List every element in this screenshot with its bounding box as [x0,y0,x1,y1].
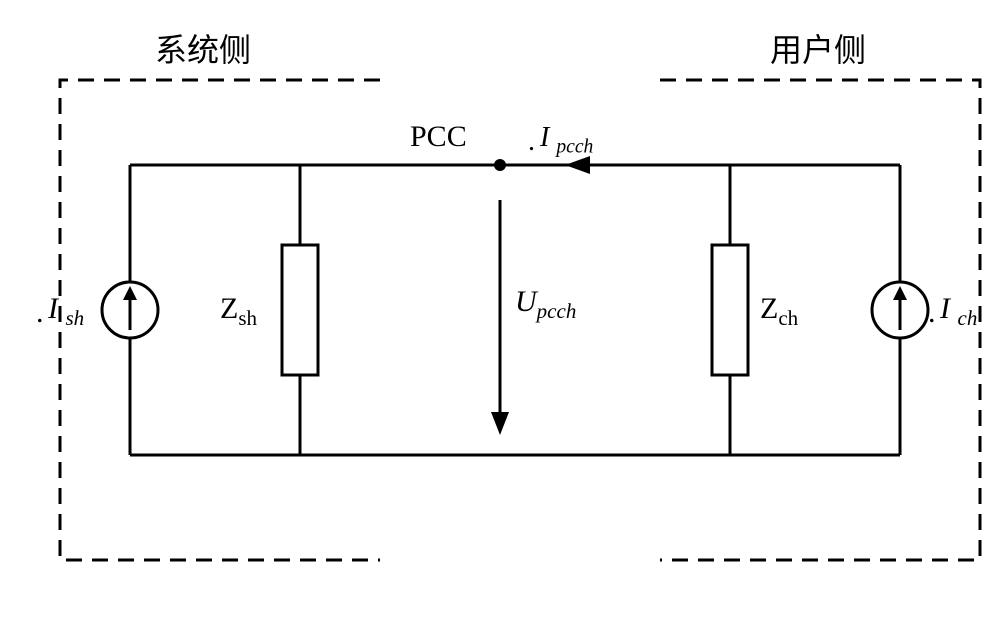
label-system-side: 系统侧 [155,25,251,71]
circuit-svg [0,0,1000,618]
label-zsh: Zsh [220,292,257,331]
label-ich: . I ch [940,292,977,331]
arrow-upcch-head [491,412,509,435]
label-zch: Zch [760,292,798,331]
label-ish: . I sh [48,292,84,331]
label-user-side: 用户侧 [770,25,866,71]
imp-zsh-rect [282,245,318,375]
diagram-canvas: 系统侧 用户侧 PCC . I pcch . I sh Zsh Upcch Zc… [0,0,1000,618]
label-pcc: PCC [410,120,467,154]
arrow-ipcch-head [565,156,590,174]
label-upcch: Upcch [515,285,576,324]
imp-zch-rect [712,245,748,375]
pcc-dot [494,159,506,171]
label-ipcch: . I pcch [540,122,593,159]
